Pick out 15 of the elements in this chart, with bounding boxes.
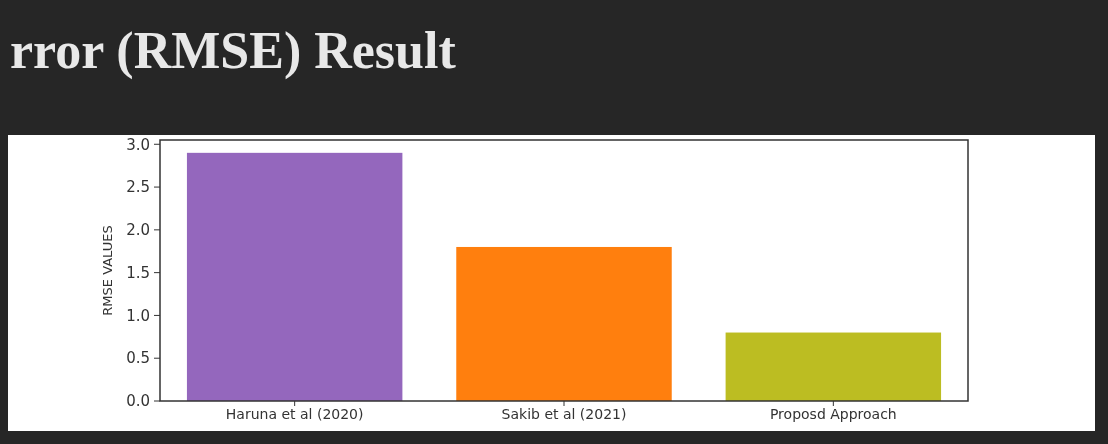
y-tick-label: 2.0 <box>126 221 150 240</box>
y-tick-label: 1.0 <box>126 306 150 325</box>
y-tick-label: 2.5 <box>126 178 150 197</box>
y-tick-label: 3.0 <box>126 135 150 154</box>
y-tick-label: 0.5 <box>126 349 150 368</box>
x-tick-label: Proposd Approach <box>769 406 897 422</box>
y-tick-label: 0.0 <box>126 392 150 411</box>
bar <box>725 332 942 401</box>
x-tick-label: Sakib et al (2021) <box>501 406 627 422</box>
y-axis-title: RMSE VALUES <box>100 225 115 316</box>
y-tick-label: 1.5 <box>126 263 150 282</box>
bar <box>186 152 403 401</box>
x-tick-label: Haruna et al (2020) <box>225 406 364 422</box>
bar <box>456 246 672 401</box>
chart-title: rror (RMSE) Result <box>10 22 457 80</box>
